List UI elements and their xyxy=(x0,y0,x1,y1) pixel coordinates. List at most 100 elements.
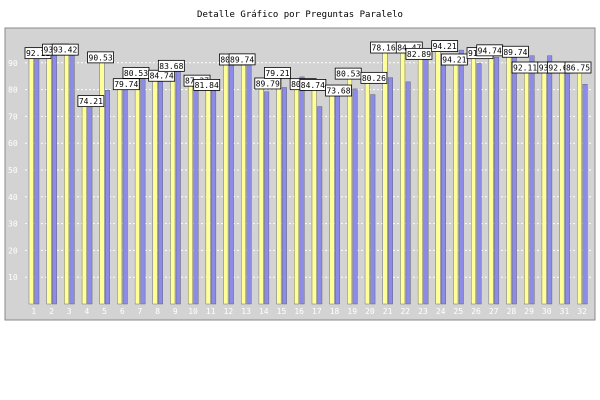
x-tick-label: 9 xyxy=(173,307,178,316)
y-tick-label: 90 xyxy=(8,59,18,68)
y-tick-label: 60 xyxy=(8,139,18,148)
bar xyxy=(476,63,482,305)
data-label: 89.74 xyxy=(503,48,527,57)
data-label: 83.68 xyxy=(159,62,183,71)
bar xyxy=(46,53,52,305)
bar xyxy=(453,63,459,305)
bar xyxy=(494,56,500,305)
data-label: 80.53 xyxy=(336,70,360,79)
data-label: 94.21 xyxy=(433,42,457,51)
x-tick-label: 21 xyxy=(383,307,393,316)
bar xyxy=(400,51,406,305)
bar xyxy=(205,88,211,305)
bar xyxy=(258,87,264,305)
x-tick-label: 7 xyxy=(138,307,143,316)
data-label: 89.79 xyxy=(256,79,280,88)
x-tick-label: 22 xyxy=(400,307,410,316)
x-tick-label: 10 xyxy=(188,307,198,316)
bar xyxy=(81,104,87,305)
x-tick-label: 27 xyxy=(489,307,499,316)
data-label: 74.21 xyxy=(79,97,103,106)
data-label: 89.74 xyxy=(230,55,254,64)
x-tick-label: 13 xyxy=(241,307,251,316)
bar xyxy=(364,81,370,305)
x-tick-label: 16 xyxy=(294,307,304,316)
data-label-box xyxy=(51,43,79,56)
x-tick-label: 18 xyxy=(330,307,340,316)
bar xyxy=(347,77,353,305)
data-label: 86.75 xyxy=(566,64,590,73)
bar xyxy=(87,104,93,305)
bar xyxy=(370,94,376,305)
x-tick-label: 25 xyxy=(454,307,464,316)
bar xyxy=(152,79,158,305)
chart-title: Detalle Gráfico por Preguntas Paralelo xyxy=(197,10,403,20)
x-tick-label: 24 xyxy=(436,307,446,316)
bar xyxy=(105,90,110,305)
bar xyxy=(506,55,512,305)
bar xyxy=(524,71,529,305)
bar xyxy=(564,71,570,305)
bar xyxy=(417,57,423,305)
bar xyxy=(134,76,140,305)
data-label: 94.21 xyxy=(442,55,466,64)
bar xyxy=(559,71,565,305)
bar xyxy=(405,81,411,305)
data-label-box xyxy=(360,71,388,84)
data-label: 84.74 xyxy=(150,72,174,81)
bar xyxy=(122,87,128,305)
data-label: 81.84 xyxy=(195,81,219,90)
data-label: 82.89 xyxy=(407,50,431,59)
x-tick-label: 11 xyxy=(206,307,216,316)
x-tick-label: 31 xyxy=(560,307,570,316)
bar xyxy=(423,51,429,305)
x-tick-label: 26 xyxy=(471,307,481,316)
bar xyxy=(246,63,252,305)
bar xyxy=(187,84,193,305)
bar xyxy=(382,51,388,305)
y-tick-label: 40 xyxy=(8,193,18,202)
bar xyxy=(511,54,517,305)
y-tick-label: 20 xyxy=(8,246,18,255)
x-tick-label: 15 xyxy=(277,307,287,316)
bar xyxy=(140,76,146,305)
bar xyxy=(175,69,181,305)
y-tick-label: 70 xyxy=(8,112,18,121)
data-label: 94.74 xyxy=(478,46,502,55)
bar xyxy=(582,84,588,305)
data-label-box xyxy=(502,45,529,58)
bar xyxy=(193,84,199,305)
data-label-box xyxy=(228,53,256,66)
data-label: 84.74 xyxy=(301,81,325,90)
data-label: 92.63 xyxy=(548,64,572,73)
bar xyxy=(311,88,317,305)
bar xyxy=(170,69,176,305)
y-tick-label: 30 xyxy=(8,220,18,229)
bar xyxy=(547,55,553,305)
bar xyxy=(117,87,123,305)
bar xyxy=(541,71,547,305)
x-tick-label: 12 xyxy=(224,307,234,316)
bar xyxy=(281,87,287,305)
data-label-box xyxy=(405,47,433,60)
data-label-box xyxy=(264,66,291,79)
data-label-box xyxy=(564,61,592,74)
data-label-box xyxy=(157,59,185,72)
bar xyxy=(334,87,340,305)
y-tick-label: 50 xyxy=(8,166,18,175)
bar xyxy=(317,106,323,305)
x-tick-label: 4 xyxy=(84,307,89,316)
bar xyxy=(276,76,282,305)
y-tick-label: 10 xyxy=(8,273,18,282)
data-label: 93.42 xyxy=(53,46,77,55)
bar xyxy=(299,76,305,305)
data-label-box xyxy=(431,40,459,52)
bar xyxy=(577,71,583,305)
bar xyxy=(34,56,40,305)
data-label: 92.11 xyxy=(26,49,50,58)
bar xyxy=(69,53,75,305)
x-tick-label: 32 xyxy=(577,307,587,316)
y-tick-label: 80 xyxy=(8,86,18,95)
x-tick-label: 14 xyxy=(259,307,269,316)
